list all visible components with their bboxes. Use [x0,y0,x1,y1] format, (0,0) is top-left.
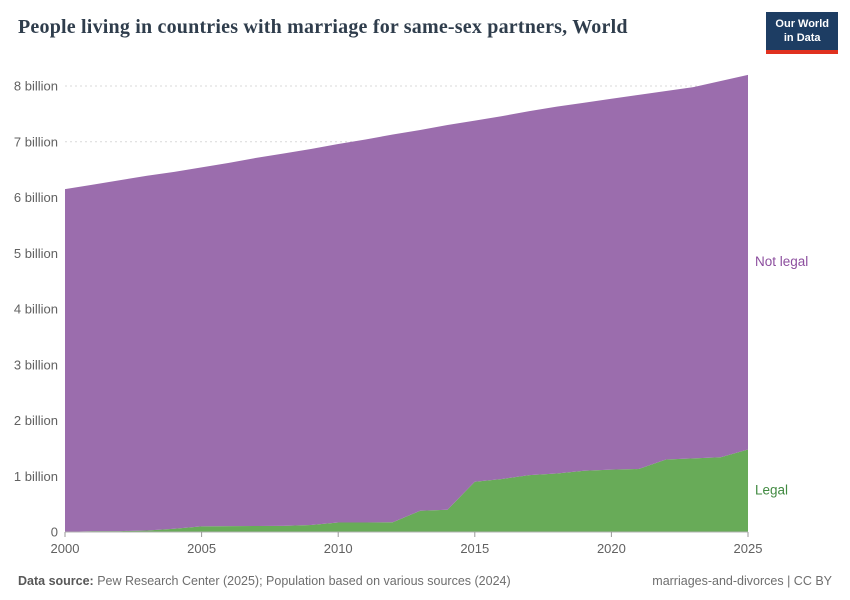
series-label-not-legal: Not legal [755,254,808,269]
owid-logo-line1: Our World [775,18,829,30]
y-tick-label: 0 [51,525,58,540]
chart-slug-link[interactable]: marriages-and-divorces [652,574,784,588]
x-tick-label: 2010 [324,541,353,556]
y-tick-label: 1 billion [14,469,58,484]
data-source-text: Pew Research Center (2025); Population b… [93,574,511,588]
y-tick-label: 7 billion [14,134,58,149]
chart-header: People living in countries with marriage… [18,12,838,54]
y-tick-label: 5 billion [14,246,58,261]
y-tick-label: 2 billion [14,413,58,428]
series-label-legal: Legal [755,483,788,498]
area-legal[interactable] [65,449,748,533]
license-separator: | [783,574,794,588]
y-tick-label: 8 billion [14,79,58,94]
data-source-note: Data source: Pew Research Center (2025);… [18,574,511,588]
x-tick-label: 2025 [734,541,763,556]
cc-by-link[interactable]: CC BY [793,574,832,588]
owid-logo[interactable]: Our World in Data [766,12,838,54]
x-tick-label: 2000 [51,541,80,556]
license-note: marriages-and-divorces | CC BY [652,574,832,588]
chart-footer: Data source: Pew Research Center (2025);… [18,574,832,588]
owid-logo-line2: in Data [783,32,821,45]
data-source-label: Data source: [18,574,94,588]
chart-title: People living in countries with marriage… [18,16,628,38]
area-not-legal[interactable] [65,74,748,532]
y-tick-label: 4 billion [14,302,58,317]
y-tick-label: 3 billion [14,357,58,372]
y-tick-label: 6 billion [14,190,58,205]
x-tick-label: 2015 [460,541,489,556]
x-tick-label: 2005 [187,541,216,556]
x-tick-label: 2020 [597,541,626,556]
